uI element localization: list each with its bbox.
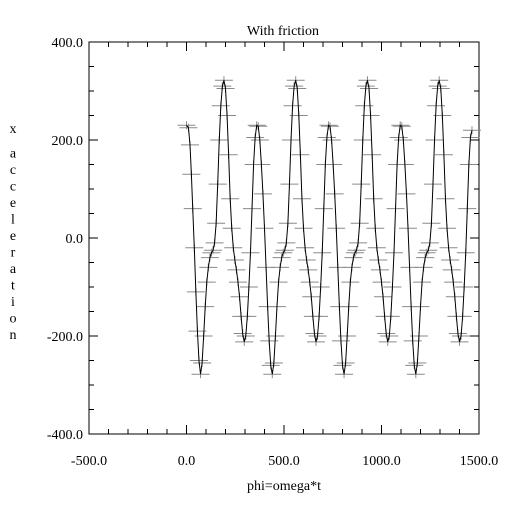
chart-title: With friction [247, 24, 319, 39]
y-tick-labels: -400.0 -200.0 0.0 200.0 400.0 [47, 36, 83, 443]
y-tick-label: 0.0 [66, 232, 84, 247]
y-axis-label-letter: t [11, 279, 15, 294]
y-tick-label: -400.0 [47, 428, 83, 443]
y-tick-label: -200.0 [47, 330, 83, 345]
axis-ticks [88, 41, 480, 435]
plot-frame [88, 41, 480, 435]
y-axis-label-letter: a [10, 262, 17, 277]
x-tick-labels: -500.0 0.0 500.0 1000.0 1500.0 [71, 454, 498, 469]
y-axis-label-letter: c [10, 180, 16, 195]
y-axis-label-letter: n [10, 328, 17, 343]
y-axis-label-letter: c [10, 163, 16, 178]
x-tick-label: -500.0 [71, 454, 107, 469]
x-axis-label: phi=omega*t [247, 479, 321, 494]
y-axis-label-letter: e [10, 196, 16, 211]
series-line [186, 80, 473, 375]
y-tick-label: 400.0 [52, 36, 84, 51]
x-tick-label: 500.0 [268, 454, 300, 469]
y-axis-label-letter: a [10, 147, 17, 162]
y-axis-label-letter: e [10, 229, 16, 244]
y-axis-label-letter: o [10, 312, 17, 327]
x-tick-label: 1500.0 [460, 454, 499, 469]
x-tick-label: 0.0 [178, 454, 196, 469]
y-axis-label-letter: l [11, 213, 15, 228]
y-axis-label-letter: x [10, 122, 17, 137]
y-tick-label: 200.0 [52, 134, 84, 149]
y-axis-label-letter: r [11, 246, 16, 261]
x-tick-label: 1000.0 [362, 454, 401, 469]
y-axis-label-letter: i [11, 295, 15, 310]
